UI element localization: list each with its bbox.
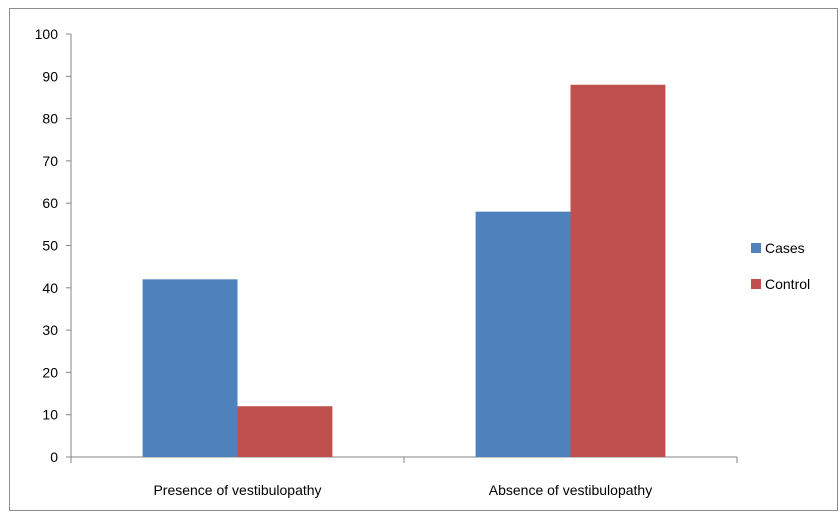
- bar-control-1: [237, 406, 333, 457]
- y-tick-label: 40: [42, 280, 58, 296]
- bar-cases-2: [475, 211, 571, 457]
- y-tick-label: 20: [42, 364, 58, 380]
- y-tick-label: 60: [42, 195, 58, 211]
- y-tick-label: 90: [42, 68, 58, 84]
- y-tick-label: 30: [42, 322, 58, 338]
- y-tick-label: 10: [42, 407, 58, 423]
- y-tick-label: 80: [42, 111, 58, 127]
- legend-label-cases: Cases: [765, 240, 805, 256]
- bars: [142, 84, 666, 457]
- x-category-label: Presence of vestibulopathy: [153, 482, 321, 498]
- y-axis-ticks: 0 10 20 30 40 50 60 70 80 90 100: [35, 26, 71, 465]
- legend-swatch-cases: [751, 243, 761, 253]
- x-category-label: Absence of vestibulopathy: [489, 482, 652, 498]
- bar-cases-1: [142, 279, 238, 457]
- y-tick-label: 100: [35, 26, 59, 42]
- bar-control-2: [570, 84, 666, 457]
- y-tick-label: 70: [42, 153, 58, 169]
- legend-swatch-control: [751, 279, 761, 289]
- y-tick-label: 0: [50, 449, 58, 465]
- x-axis-labels: Presence of vestibulopathy Absence of ves…: [153, 482, 652, 498]
- legend-label-control: Control: [765, 276, 810, 292]
- y-tick-label: 50: [42, 238, 58, 254]
- legend: Cases Control: [751, 240, 810, 292]
